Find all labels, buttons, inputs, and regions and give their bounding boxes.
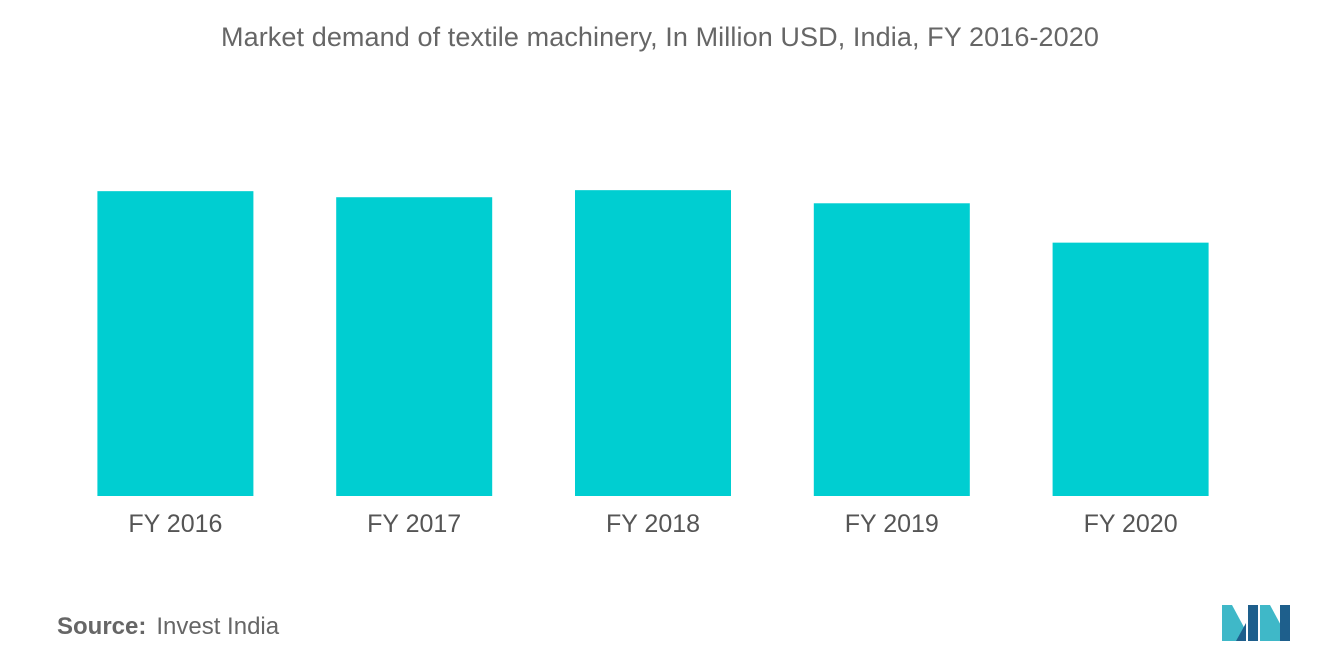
bar-chart: FY 2016 FY 2017 FY 2018 FY 2019 FY 2020	[97, 190, 1209, 538]
x-tick-label: FY 2016	[128, 510, 222, 538]
source-text: Invest India	[156, 613, 280, 640]
x-tick-label: FY 2017	[367, 510, 461, 538]
x-tick-label: FY 2020	[1084, 510, 1178, 538]
source-label: Source:	[57, 613, 147, 640]
chart-title: Market demand of textile machinery, In M…	[220, 22, 1100, 52]
bar-fy-2018	[575, 190, 731, 497]
x-tick-label: FY 2018	[606, 510, 700, 538]
x-tick-label: FY 2019	[845, 510, 939, 538]
bar-fy-2016	[97, 191, 254, 496]
source-note: Source: Invest India	[57, 613, 279, 641]
bar-fy-2017	[336, 197, 493, 496]
bar-fy-2019	[813, 203, 970, 496]
mordor-intelligence-logo-icon	[1222, 605, 1290, 641]
bar-fy-2020	[1052, 242, 1209, 496]
